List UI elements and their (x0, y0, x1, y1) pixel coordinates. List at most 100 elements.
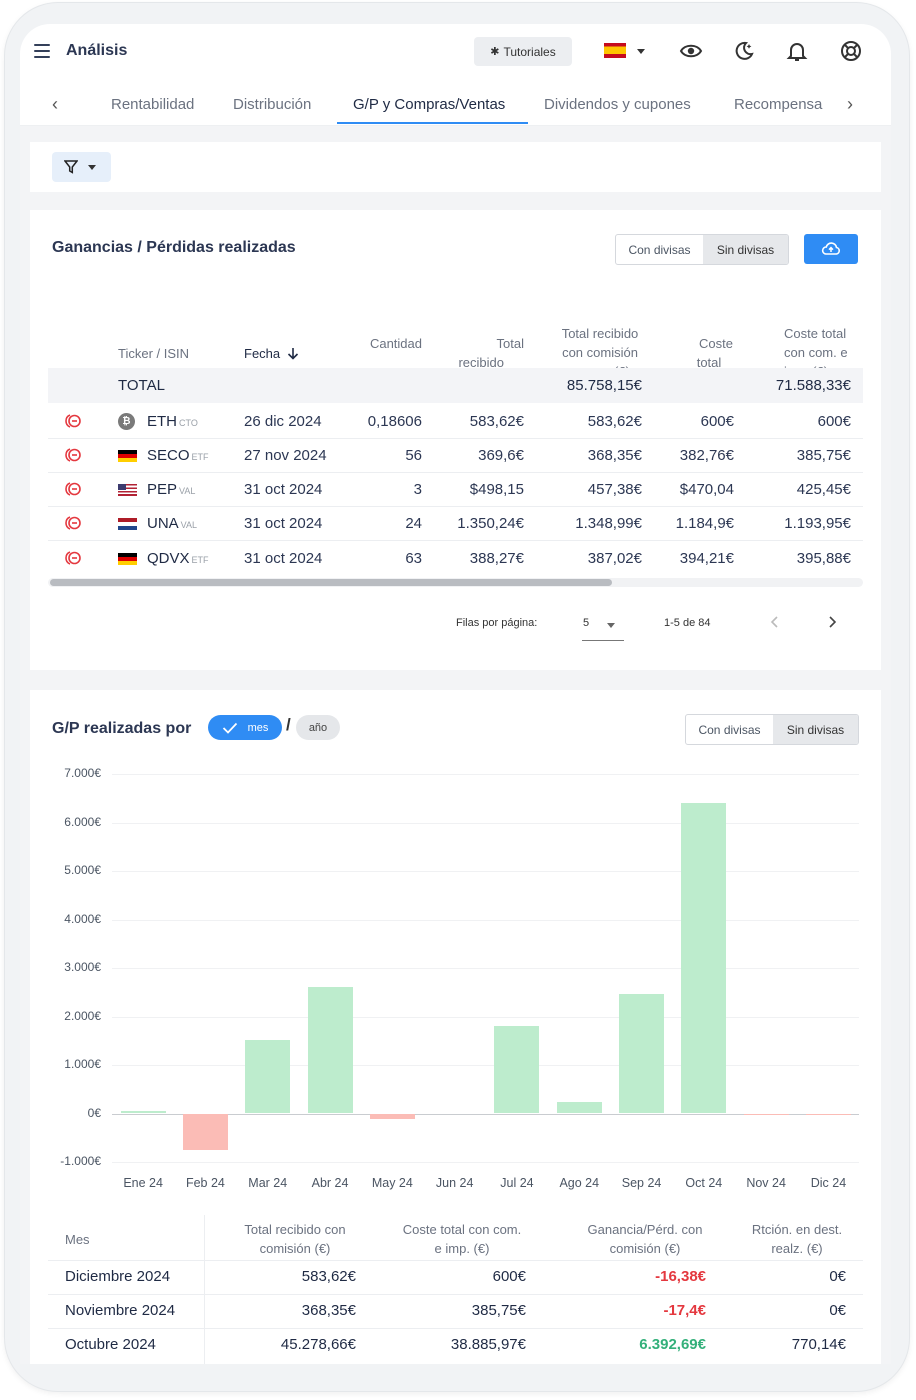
ticker-type: CTO (179, 418, 198, 428)
scrollbar-thumb[interactable] (50, 579, 612, 586)
coste-cell: 600€ (492, 1268, 526, 1285)
col-recibido-header[interactable]: Total recibido con comisión (€) (230, 1220, 360, 1258)
col-mes-header[interactable]: Mes (65, 1232, 90, 1247)
col-gp-header[interactable]: Ganancia/Pérd. con comisión (€) (575, 1220, 715, 1258)
bar-feb-24[interactable] (182, 1113, 228, 1151)
col-retencion-line1: Rtción. en dest. (751, 1222, 843, 1237)
ticker-cell[interactable]: ETH CTO (147, 413, 198, 430)
bar-mar-24[interactable] (245, 1039, 291, 1114)
usa-flag (118, 484, 137, 496)
bar-sep-24[interactable] (619, 994, 665, 1114)
zero-baseline (112, 1113, 859, 1115)
visibility-eye-icon[interactable] (679, 39, 703, 63)
sin-divisas-option[interactable]: Sin divisas (702, 235, 788, 264)
tab-gp-compras-ventas[interactable]: G/P y Compras/Ventas (353, 96, 506, 113)
realized-gains-title: Ganancias / Pérdidas realizadas (52, 239, 296, 256)
ticker-cell[interactable]: SECO ETF (147, 447, 209, 464)
retencion-cell: 0€ (829, 1268, 846, 1285)
support-lifebuoy-icon[interactable] (839, 39, 863, 63)
y-gridline (112, 1162, 859, 1163)
row-divider (48, 472, 863, 473)
col-total-recibido-line2: recibido (458, 355, 504, 370)
cantidad-cell: 3 (413, 481, 422, 498)
col-ticker-header[interactable]: Ticker / ISIN (118, 346, 190, 361)
ticker-cell[interactable]: PEP VAL (147, 481, 195, 498)
y-axis-tick-label: -1.000€ (60, 1154, 101, 1168)
col-coste-total-header[interactable]: Coste total (680, 334, 752, 372)
tabs-prev-arrow-icon[interactable]: ‹ (52, 94, 58, 114)
language-dropdown-icon[interactable] (637, 49, 645, 54)
chart-con-divisas-option[interactable]: Con divisas (698, 722, 761, 737)
netherlands-flag (118, 518, 137, 530)
tab-distribucion[interactable]: Distribución (233, 96, 312, 113)
total-coste-comision: 71.588,33€ (775, 377, 851, 394)
sort-descending-arrow-icon (287, 348, 298, 360)
ticker-type: ETF (191, 555, 209, 565)
chart-sin-divisas-option[interactable]: Sin divisas (772, 715, 858, 744)
period-separator: / (286, 715, 291, 734)
table-horizontal-scrollbar[interactable] (48, 578, 863, 587)
recibido-comision-cell: 583,62€ (587, 413, 642, 430)
row-divider (48, 1328, 863, 1329)
coste-total-cell: 394,21€ (679, 550, 734, 567)
y-axis-tick-label: 5.000€ (64, 863, 101, 877)
hamburger-menu-icon[interactable] (34, 44, 50, 58)
total-row (48, 368, 863, 403)
notifications-bell-icon[interactable] (785, 39, 809, 63)
col-total-recibido-header[interactable]: Total recibido (440, 334, 524, 372)
ticker-cell[interactable]: QDVX ETF (147, 550, 209, 567)
col-cantidad-header[interactable]: Cantidad (369, 336, 422, 351)
tutorials-button[interactable]: ✱ Tutoriales (474, 37, 572, 66)
sell-operation-icon[interactable] (64, 549, 82, 567)
col-coste-comision-line2: con com. e (784, 345, 848, 360)
col-gp-line1: Ganancia/Pérd. con (587, 1222, 703, 1237)
filter-button[interactable] (52, 152, 111, 182)
month-cell: Diciembre 2024 (65, 1268, 171, 1285)
bar-may-24[interactable] (369, 1113, 415, 1120)
period-month-pill[interactable]: mes (208, 715, 282, 740)
sell-operation-icon[interactable] (64, 446, 82, 464)
sell-operation-icon[interactable] (64, 412, 82, 430)
sell-operation-icon[interactable] (64, 480, 82, 498)
coste-comision-cell: 425,45€ (796, 481, 851, 498)
col-retencion-header[interactable]: Rtción. en dest. realz. (€) (742, 1220, 852, 1258)
tutorials-label: Tutoriales (503, 44, 556, 59)
tab-rentabilidad[interactable]: Rentabilidad (111, 96, 195, 113)
y-gridline (112, 1016, 859, 1018)
sell-operation-icon[interactable] (64, 514, 82, 532)
y-axis-tick-label: 0€ (87, 1105, 101, 1120)
period-year-pill[interactable]: año (296, 715, 340, 740)
recibido-comision-cell: 387,02€ (587, 550, 642, 567)
col-fecha-header[interactable]: Fecha (244, 344, 299, 363)
bar-dic-24[interactable] (805, 1113, 851, 1115)
rows-per-page-select[interactable]: 5 (583, 617, 590, 629)
recibido-comision-cell: 1.348,99€ (575, 515, 642, 532)
y-gridline (112, 822, 859, 824)
tabs-next-arrow-icon[interactable]: › (847, 94, 853, 114)
rows-per-page-dropdown-icon[interactable] (607, 623, 615, 628)
spain-flag-icon[interactable] (604, 43, 626, 58)
col-recibido-comision-header[interactable]: Total recibido con comisión (€) (548, 324, 652, 381)
bar-ago-24[interactable] (556, 1102, 602, 1114)
cloud-upload-button[interactable] (804, 234, 858, 264)
bar-jul-24[interactable] (494, 1026, 540, 1114)
monthly-gains-card: G/P realizadas por mes / año Con divisas… (30, 690, 881, 1364)
ticker-cell[interactable]: UNA VAL (147, 515, 197, 532)
bar-oct-24[interactable] (681, 803, 727, 1114)
col-coste-line1: Coste total con com. (402, 1222, 522, 1237)
con-divisas-option[interactable]: Con divisas (628, 242, 691, 257)
bar-abr-24[interactable] (307, 987, 353, 1114)
tab-recompensa[interactable]: Recompensa (734, 96, 823, 113)
col-recibido-line2: comisión (€) (259, 1241, 331, 1256)
tab-dividendos-cupones[interactable]: Dividendos y cupones (544, 96, 691, 113)
y-axis-tick-label: 3.000€ (64, 960, 101, 974)
previous-page-icon[interactable] (770, 615, 780, 629)
next-page-icon[interactable] (827, 615, 837, 629)
monthly-gains-title: G/P realizadas por (52, 720, 192, 737)
bar-nov-24[interactable] (743, 1113, 789, 1115)
currency-toggle: Con divisas Sin divisas (615, 234, 789, 265)
bar-ene-24[interactable] (120, 1111, 166, 1114)
row-divider (48, 438, 863, 439)
col-coste-header[interactable]: Coste total con com. e imp. (€) (390, 1220, 534, 1258)
dark-mode-moon-icon[interactable] (732, 39, 756, 63)
